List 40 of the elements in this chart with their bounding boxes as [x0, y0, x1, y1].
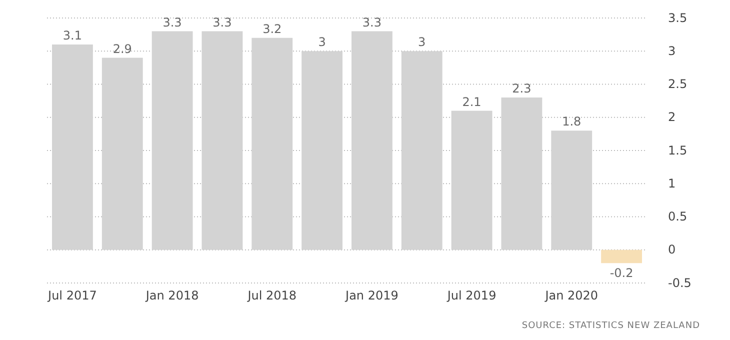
- data-label: 3.3: [162, 15, 182, 30]
- x-tick-label: Jul 2019: [446, 288, 496, 303]
- y-tick-label: 0: [668, 242, 676, 257]
- bar: [252, 38, 293, 250]
- data-label: 1.8: [562, 114, 582, 129]
- bar: [401, 51, 442, 250]
- data-label: 3: [418, 35, 426, 50]
- bar: [501, 98, 542, 250]
- bar: [52, 44, 93, 250]
- y-tick-label: 3: [668, 44, 676, 58]
- bar: [152, 31, 193, 250]
- y-tick-label: 3.5: [668, 10, 688, 25]
- bar: [202, 31, 243, 250]
- x-tick-label: Jul 2018: [246, 288, 297, 303]
- data-label: 2.9: [112, 42, 132, 56]
- data-label: 2.1: [462, 94, 482, 109]
- bar: [601, 250, 642, 264]
- y-tick-label: 1: [668, 176, 676, 190]
- data-label: -0.2: [610, 266, 634, 280]
- source-note: SOURCE: STATISTICS NEW ZEALAND: [522, 321, 700, 331]
- data-label: 3.2: [262, 22, 282, 36]
- x-tick-label: Jan 2019: [344, 288, 398, 303]
- data-label: 3: [318, 35, 326, 50]
- x-tick-label: Jan 2018: [144, 288, 199, 303]
- bar: [551, 130, 592, 250]
- data-label: 3.3: [362, 15, 382, 30]
- y-tick-label: 2.5: [668, 77, 688, 92]
- y-tick-label: -0.5: [668, 276, 692, 290]
- bar: [351, 31, 392, 250]
- data-label: 2.3: [512, 82, 532, 96]
- data-label: 3.3: [212, 15, 232, 30]
- y-tick-label: 2: [668, 110, 676, 124]
- y-tick-label: 0.5: [668, 210, 688, 224]
- y-tick-label: 1.5: [668, 143, 688, 158]
- bar: [451, 110, 492, 250]
- x-tick-label: Jan 2020: [544, 288, 598, 303]
- x-tick-label: Jul 2017: [47, 288, 97, 303]
- bar: [102, 58, 143, 250]
- bar: [302, 51, 343, 250]
- data-label: 3.1: [62, 28, 82, 42]
